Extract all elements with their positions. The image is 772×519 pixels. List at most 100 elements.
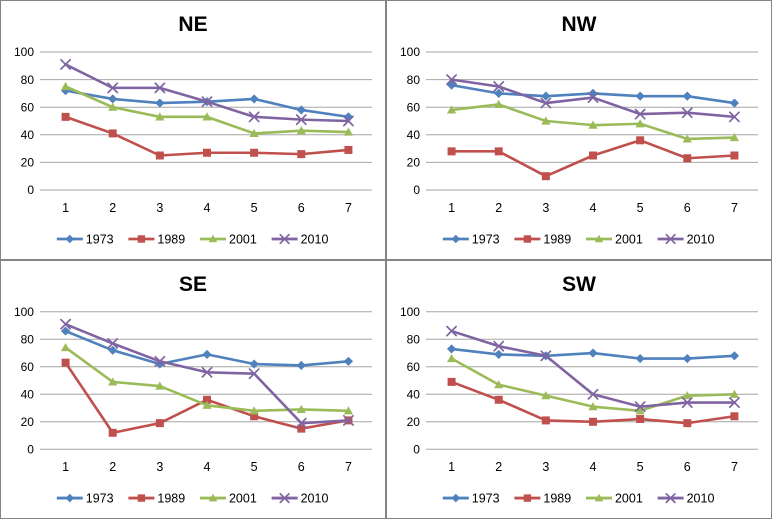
series-2010 — [60, 318, 354, 429]
series-1989 — [447, 377, 739, 428]
series-2001 — [446, 353, 740, 415]
chart-nw: NW 0 20 40 60 80 100 1 2 3 4 5 6 7 1973 1989 2001 2010 — [386, 0, 772, 260]
legend-label: 2001 — [615, 491, 643, 505]
legend-item-2010: 2010 — [657, 232, 715, 246]
x-tick-label: 2 — [495, 460, 502, 474]
x-tick-label: 1 — [62, 201, 69, 215]
y-tick-label: 80 — [407, 333, 421, 347]
legend-item-2010: 2010 — [271, 491, 329, 505]
chart-title: SE — [179, 273, 207, 296]
legend-item-2010: 2010 — [657, 491, 715, 505]
legend-label: 1973 — [86, 232, 114, 246]
legend-label: 2001 — [615, 232, 643, 246]
series-1989 — [447, 136, 739, 181]
legend-label: 1973 — [86, 491, 114, 505]
x-tick-label: 2 — [495, 201, 502, 215]
x-tick-label: 6 — [298, 201, 305, 215]
x-tick-label: 6 — [684, 201, 691, 215]
x-tick-label: 2 — [109, 460, 116, 474]
x-tick-label: 1 — [448, 460, 455, 474]
legend-item-1973: 1973 — [56, 232, 114, 246]
legend-label: 1989 — [157, 232, 185, 246]
series-1973 — [446, 344, 740, 364]
legend-label: 2010 — [687, 232, 715, 246]
x-tick-label: 7 — [345, 460, 352, 474]
series-2010 — [446, 325, 740, 413]
chart-se: SE 0 20 40 60 80 100 1 2 3 4 5 6 7 1973 1989 2001 2010 — [0, 260, 386, 519]
series-2001 — [446, 99, 740, 143]
legend-item-1989: 1989 — [514, 491, 571, 505]
x-tick-label: 5 — [251, 460, 258, 474]
legend-item-2001: 2001 — [586, 232, 643, 246]
chart-title: SW — [562, 273, 596, 296]
x-tick-label: 4 — [590, 201, 597, 215]
x-tick-label: 3 — [542, 201, 549, 215]
series-1989 — [61, 112, 353, 160]
y-tick-label: 80 — [407, 73, 421, 87]
series-2001 — [60, 342, 354, 415]
chart-title: NE — [178, 13, 207, 36]
legend-label: 1989 — [543, 491, 571, 505]
y-tick-label: 20 — [407, 415, 421, 429]
y-tick-label: 20 — [21, 156, 35, 170]
legend-label: 2010 — [301, 232, 329, 246]
legend-label: 2010 — [687, 491, 715, 505]
x-tick-label: 7 — [731, 201, 738, 215]
chart-title: NW — [562, 13, 597, 36]
y-tick-label: 40 — [407, 128, 421, 142]
x-tick-label: 4 — [204, 460, 211, 474]
y-tick-label: 60 — [407, 100, 421, 114]
x-tick-label: 2 — [109, 201, 116, 215]
legend-item-1989: 1989 — [128, 232, 185, 246]
y-tick-label: 60 — [407, 360, 421, 374]
y-tick-label: 20 — [21, 415, 35, 429]
legend-label: 2001 — [229, 491, 257, 505]
legend-item-2001: 2001 — [586, 491, 643, 505]
y-tick-label: 100 — [400, 45, 420, 59]
y-tick-label: 100 — [14, 305, 34, 319]
y-tick-label: 20 — [407, 156, 421, 170]
y-tick-label: 100 — [400, 305, 420, 319]
y-tick-label: 80 — [21, 73, 35, 87]
legend-label: 1973 — [472, 491, 500, 505]
series-2010 — [446, 74, 740, 123]
x-tick-label: 4 — [590, 460, 597, 474]
legend-label: 1989 — [157, 491, 185, 505]
series-1973 — [60, 326, 354, 370]
legend-label: 1989 — [543, 232, 571, 246]
y-tick-label: 60 — [21, 100, 35, 114]
y-tick-label: 80 — [21, 333, 35, 347]
legend-item-1989: 1989 — [514, 232, 571, 246]
legend-item-1973: 1973 — [442, 232, 500, 246]
series-2001 — [60, 81, 354, 138]
legend-item-2001: 2001 — [200, 232, 257, 246]
legend-item-1973: 1973 — [442, 491, 500, 505]
legend-label: 1973 — [472, 232, 500, 246]
chart-canvas-sw: SW 0 20 40 60 80 100 1 2 3 4 5 6 7 1973 1989 2001 2010 — [400, 273, 758, 505]
y-tick-label: 100 — [14, 45, 34, 59]
y-tick-label: 0 — [413, 442, 420, 456]
legend-item-2010: 2010 — [271, 232, 329, 246]
x-tick-label: 1 — [448, 201, 455, 215]
legend-item-1973: 1973 — [56, 491, 114, 505]
y-tick-label: 60 — [21, 360, 35, 374]
x-tick-label: 3 — [156, 460, 163, 474]
x-tick-label: 3 — [542, 460, 549, 474]
x-tick-label: 3 — [156, 201, 163, 215]
series-2010 — [60, 58, 354, 127]
chart-ne: NE 0 20 40 60 80 100 1 2 3 4 5 6 7 1973 1989 2001 2010 — [0, 0, 386, 260]
x-tick-label: 5 — [637, 460, 644, 474]
x-tick-label: 6 — [684, 460, 691, 474]
legend-label: 2001 — [229, 232, 257, 246]
y-tick-label: 0 — [27, 183, 34, 197]
y-tick-label: 0 — [413, 183, 420, 197]
chart-canvas-nw: NW 0 20 40 60 80 100 1 2 3 4 5 6 7 1973 1989 2001 2010 — [400, 13, 758, 246]
x-tick-label: 7 — [345, 201, 352, 215]
x-tick-label: 7 — [731, 460, 738, 474]
legend-item-1989: 1989 — [128, 491, 185, 505]
y-tick-label: 40 — [21, 387, 35, 401]
legend-item-2001: 2001 — [200, 491, 257, 505]
chart-sw: SW 0 20 40 60 80 100 1 2 3 4 5 6 7 1973 1989 2001 2010 — [386, 260, 772, 519]
legend-label: 2010 — [301, 491, 329, 505]
